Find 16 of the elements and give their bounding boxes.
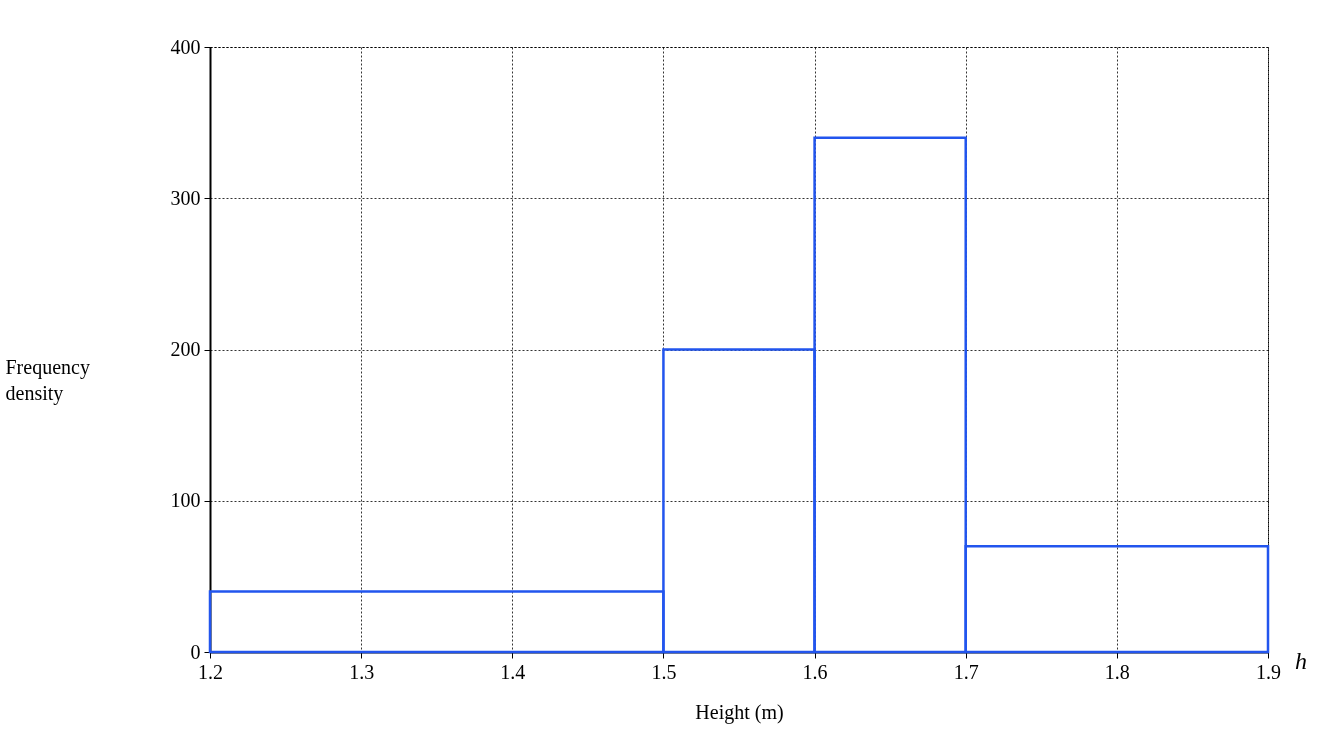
y-tick-label: 100 — [170, 489, 201, 512]
x-tick-label: 1.3 — [349, 660, 375, 683]
y-tick-label: 0 — [190, 640, 201, 663]
x-tick-label: 1.4 — [500, 660, 526, 683]
y-axis-title: Frequency density — [5, 355, 90, 405]
x-tick-label: 1.6 — [802, 660, 828, 683]
x-tick-label: 1.2 — [198, 660, 223, 683]
y-tick-label: 300 — [170, 186, 201, 209]
x-tick-label: 1.5 — [651, 660, 677, 683]
y-tick-label: 400 — [170, 35, 201, 58]
y-tick-label: 200 — [170, 338, 201, 360]
text: h — [1295, 648, 1307, 674]
x-tick-label: 1.8 — [1104, 660, 1130, 683]
x-tick-label: 1.7 — [953, 660, 979, 683]
x-axis-title: Height (m) — [695, 700, 784, 724]
x-tick-label: 1.9 — [1256, 660, 1281, 683]
